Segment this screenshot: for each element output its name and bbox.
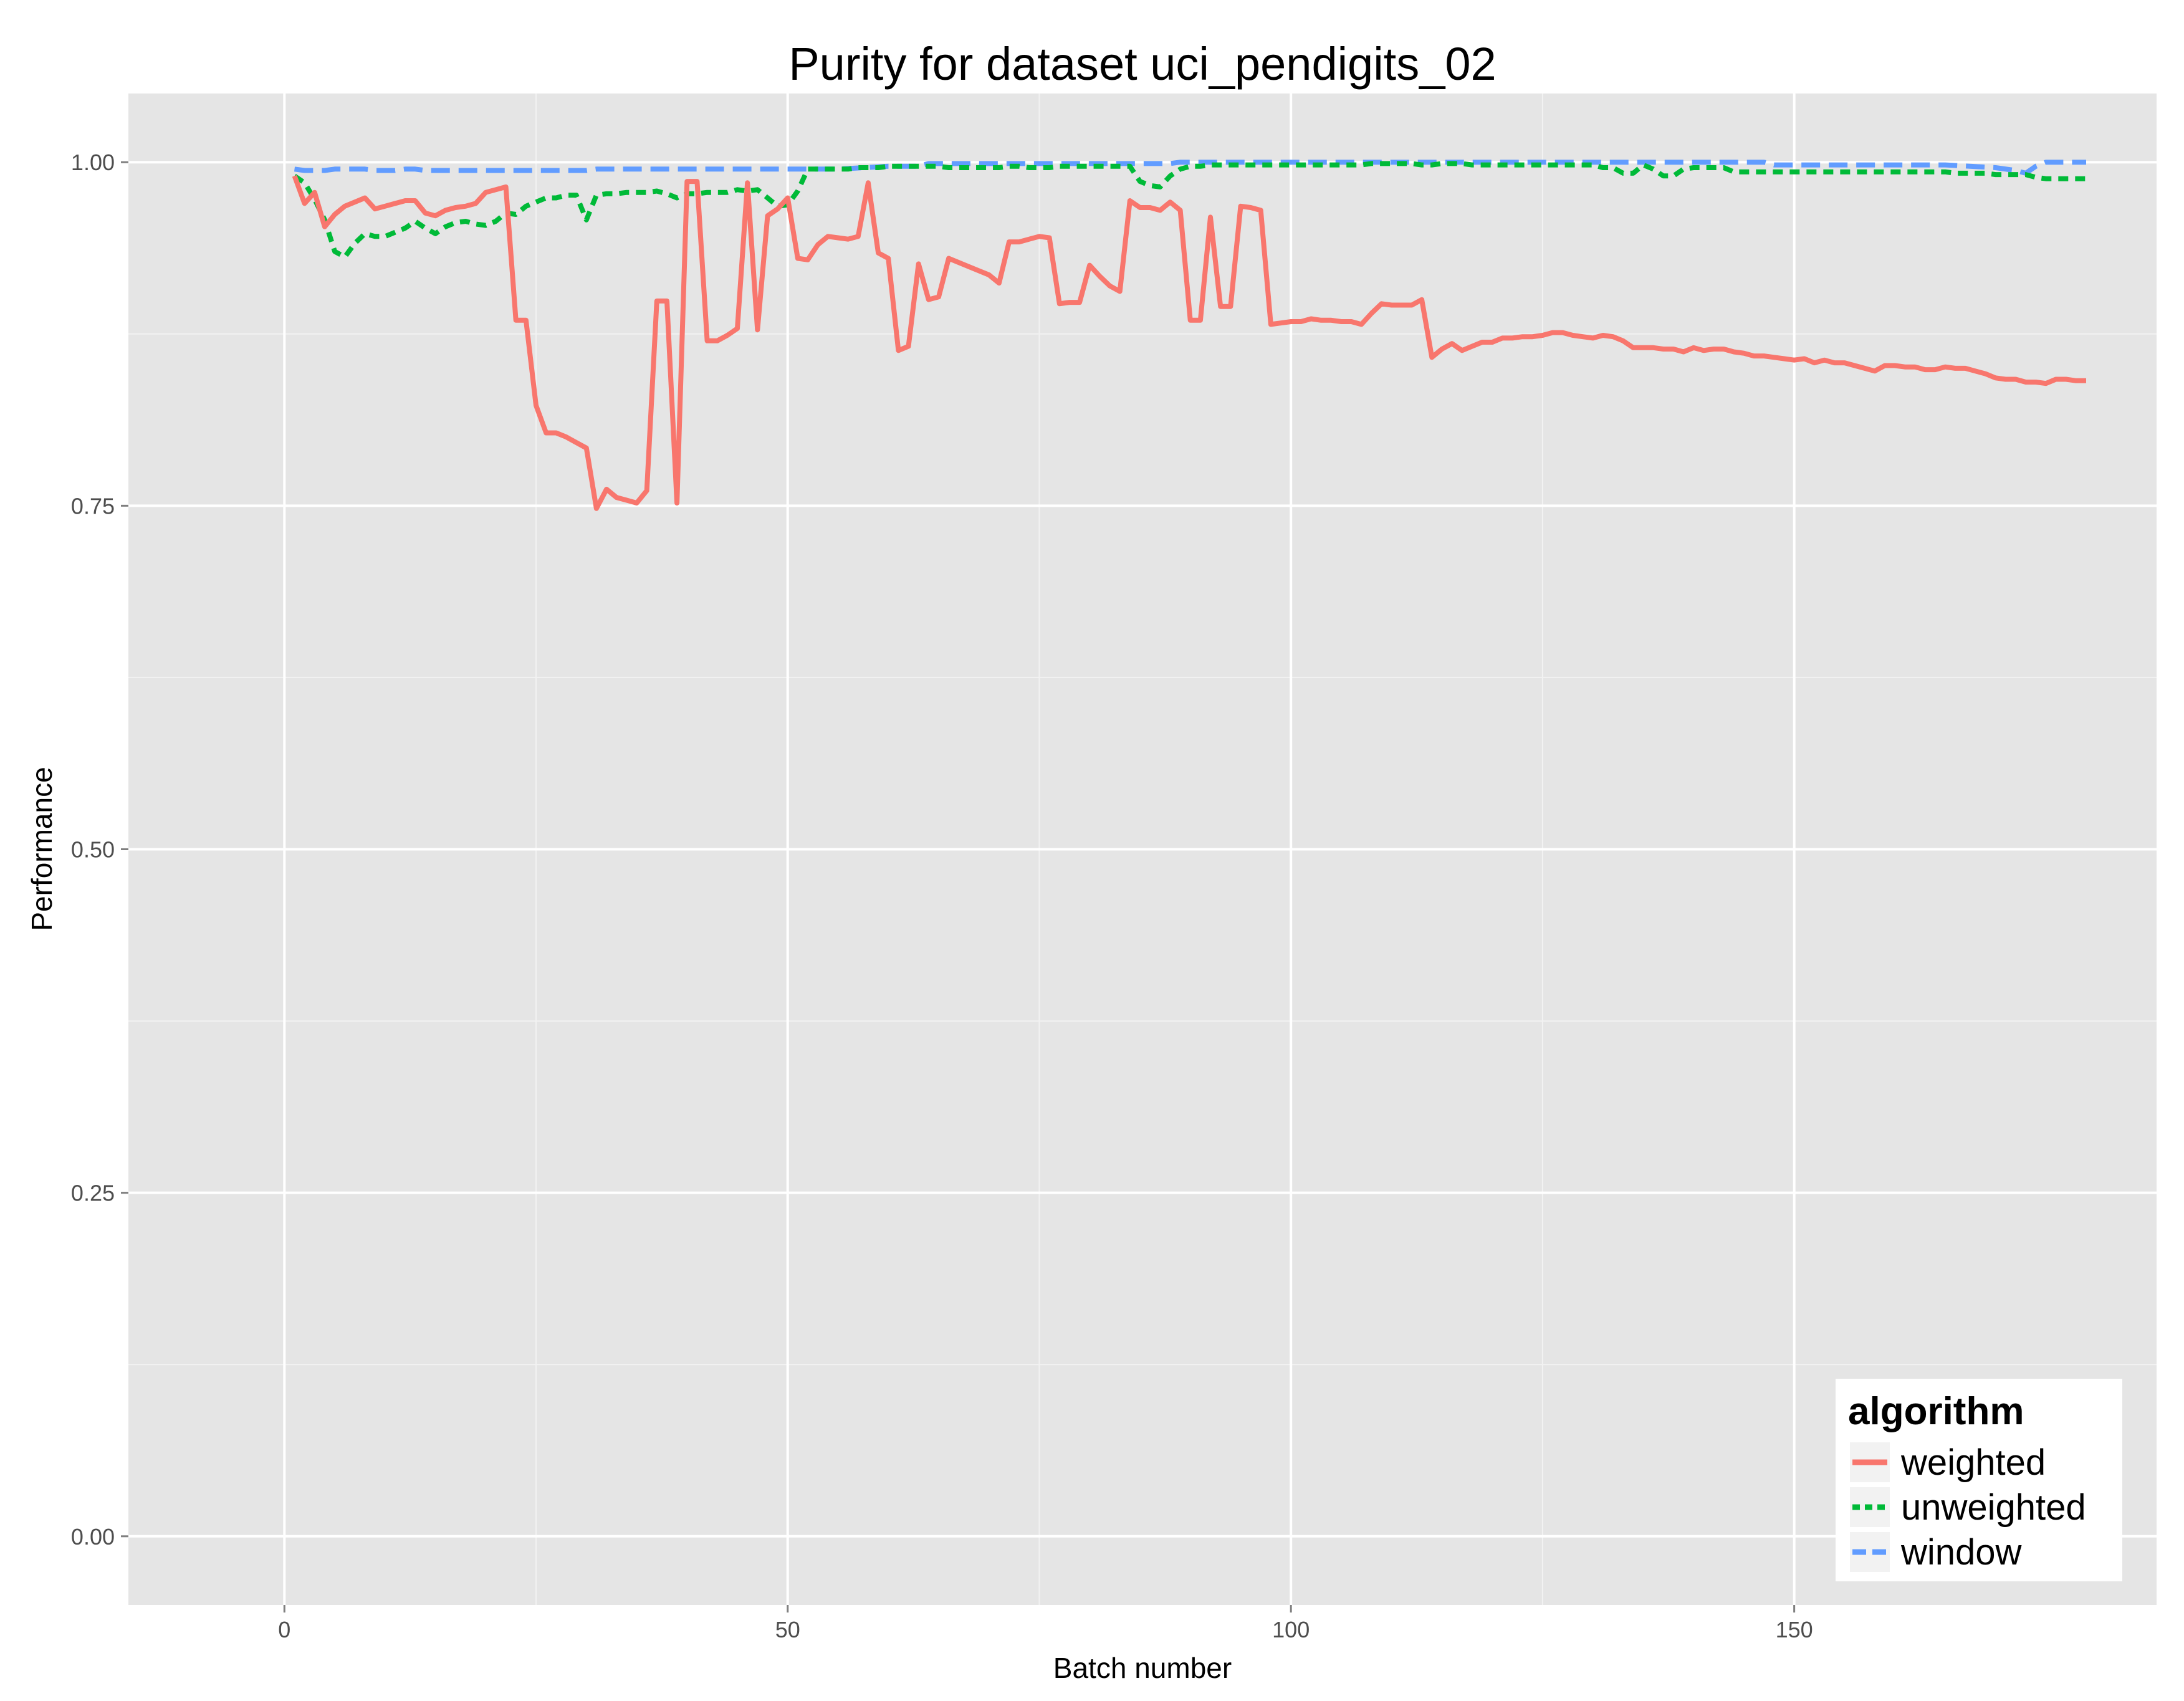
x-axis: 0 50 100 150	[278, 1605, 1813, 1642]
y-tick-label: 0.25	[71, 1181, 115, 1206]
y-axis: 0.00 0.25 0.50 0.75 1.00	[71, 150, 128, 1550]
legend-label-unweighted: unweighted	[1901, 1487, 2086, 1528]
y-axis-title: Performance	[26, 767, 58, 931]
x-tick-label: 50	[775, 1617, 800, 1642]
major-gridlines	[128, 93, 2157, 1605]
y-tick-label: 0.75	[71, 493, 115, 519]
x-axis-title: Batch number	[1053, 1652, 1232, 1684]
x-tick-label: 0	[278, 1617, 290, 1642]
y-tick-label: 0.00	[71, 1524, 115, 1550]
legend-label-weighted: weighted	[1900, 1442, 2046, 1483]
series-line-weighted	[292, 175, 2086, 511]
x-tick-label: 150	[1776, 1617, 1813, 1642]
y-tick-label: 0.50	[71, 837, 115, 863]
x-tick-label: 100	[1272, 1617, 1310, 1642]
series-line-unweighted	[293, 161, 2086, 260]
series-lines	[292, 160, 2086, 511]
y-tick-label: 1.00	[71, 150, 115, 175]
legend-label-window: window	[1900, 1532, 2023, 1573]
legend-title: algorithm	[1848, 1390, 2024, 1433]
chart-title: Purity for dataset uci_pendigits_02	[788, 38, 1496, 90]
